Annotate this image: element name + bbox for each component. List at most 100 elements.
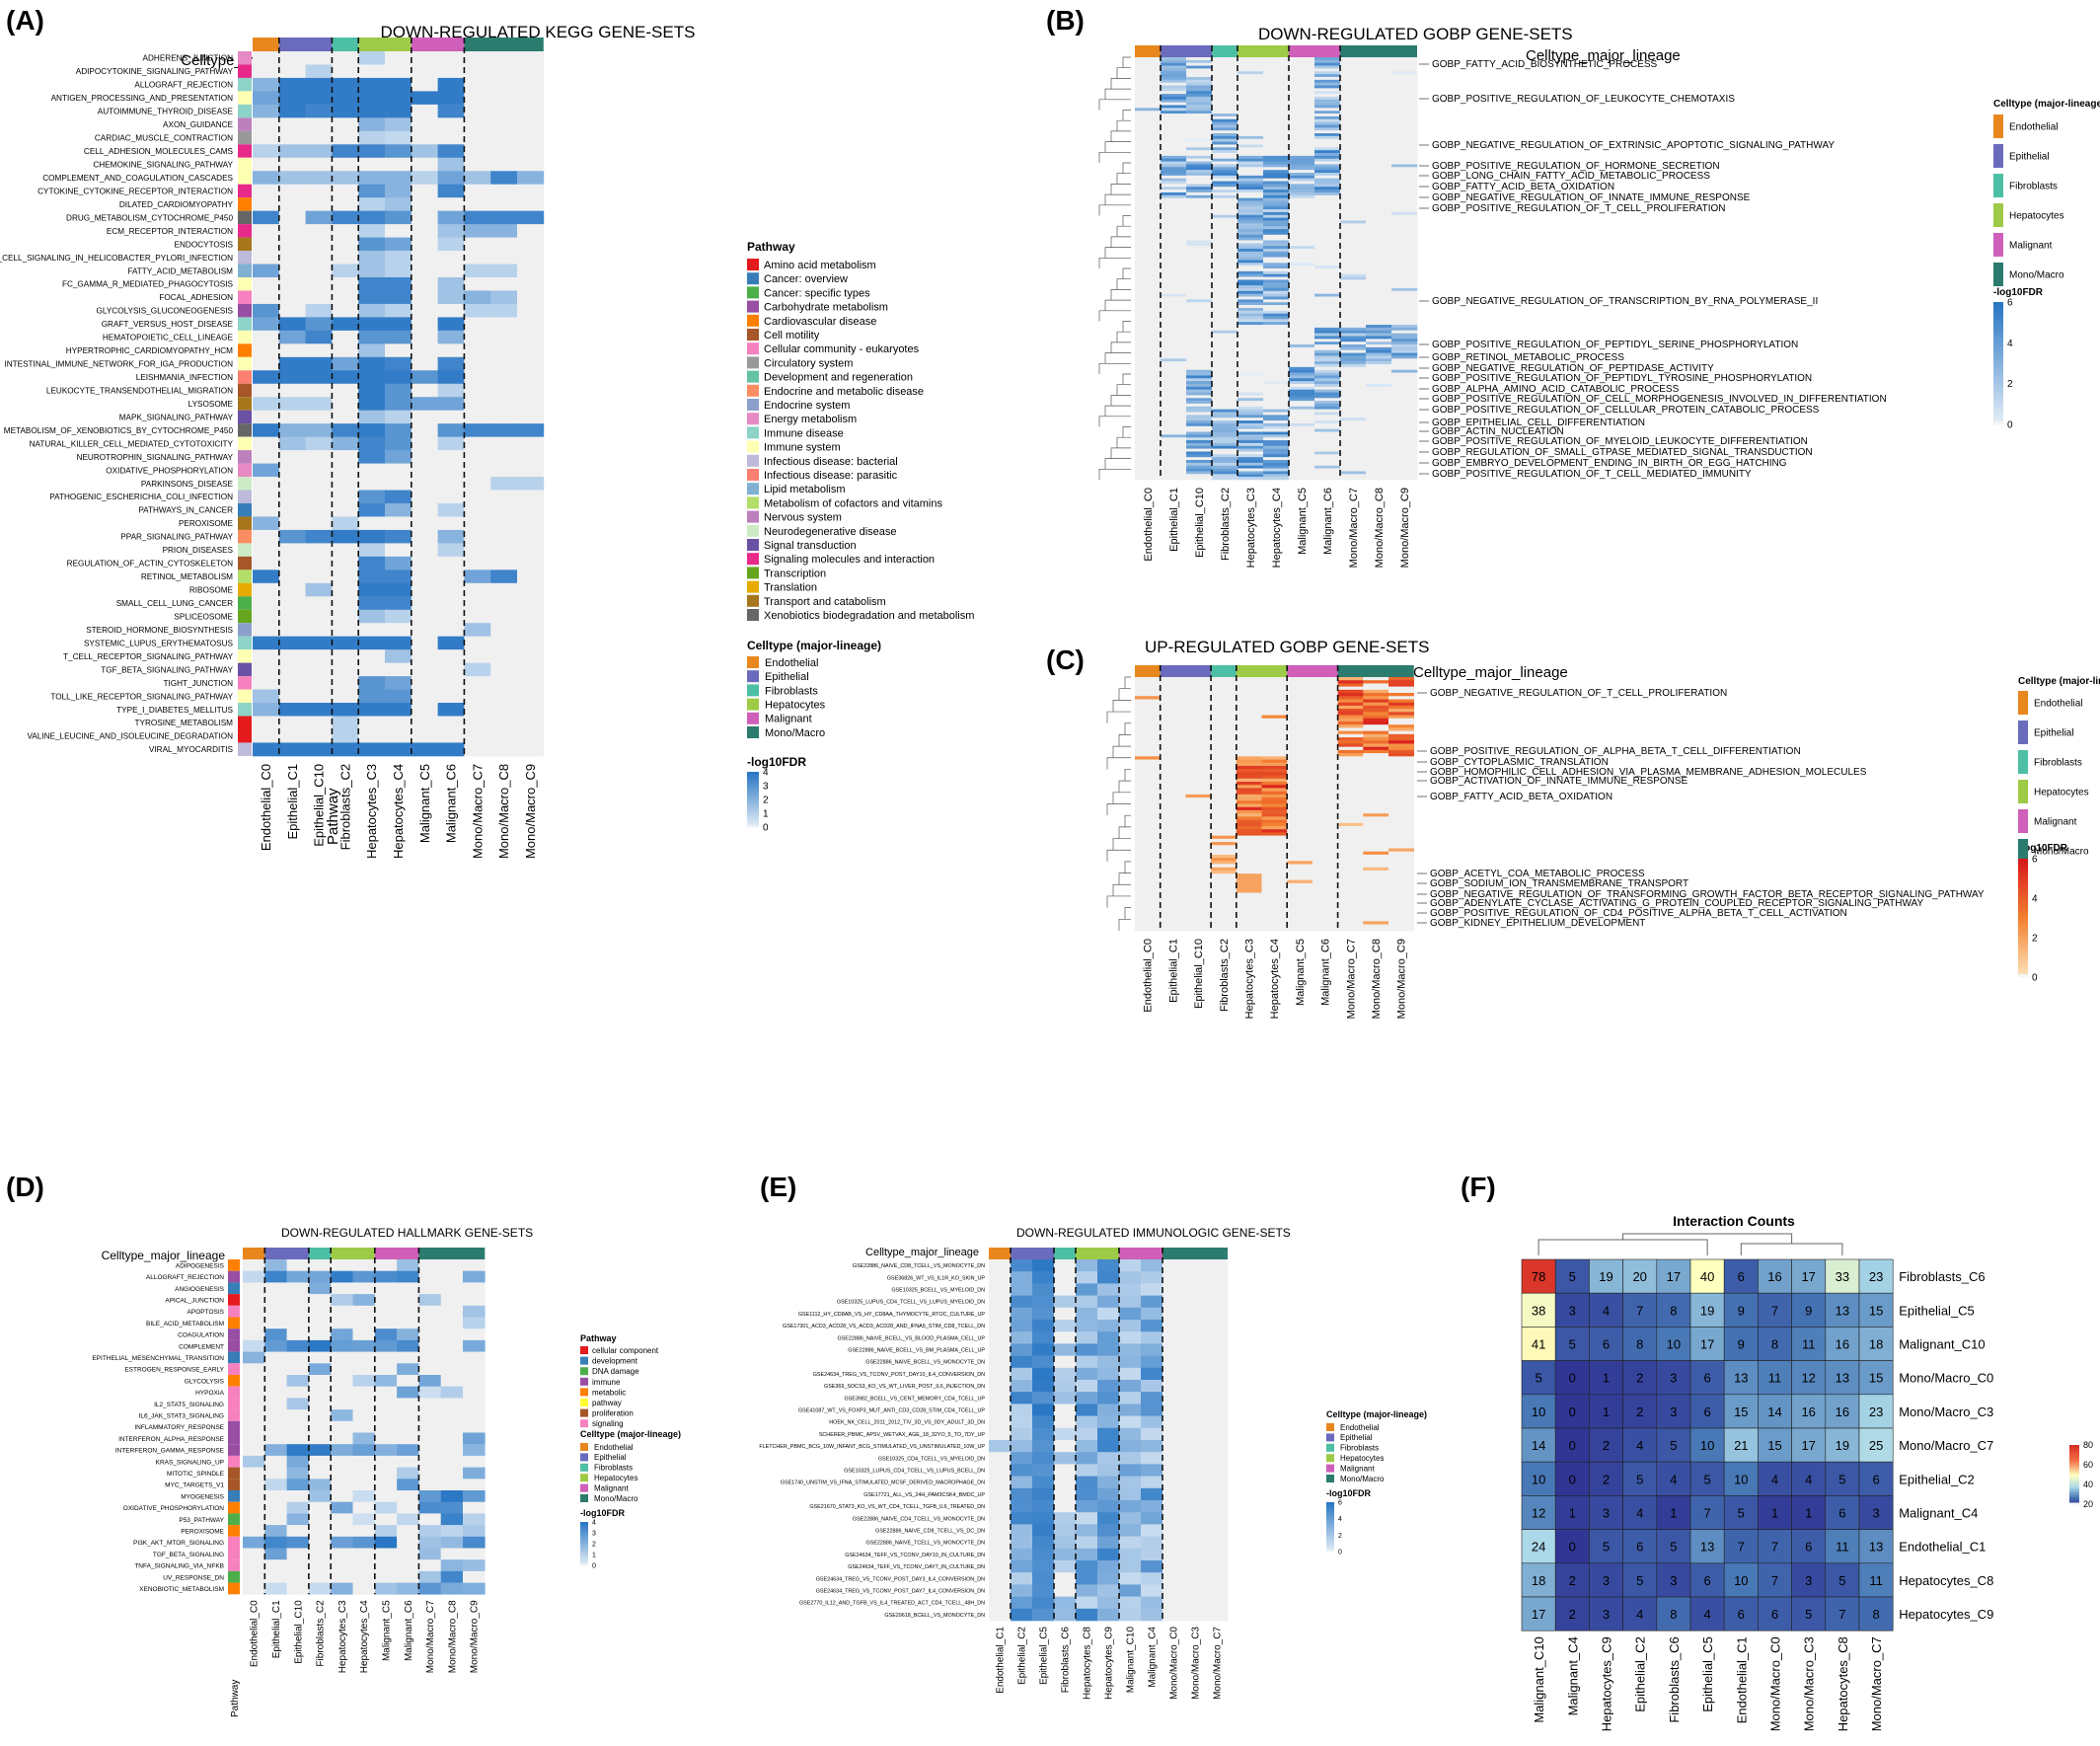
panel-c-heatmap-cell [1185,756,1212,760]
panel-b-heatmap-cell [1314,237,1341,241]
panel-b-heatmap-cell [1135,94,1162,98]
panel-b-heatmap-cell [1263,175,1290,179]
panel-a-celltype-legend-swatch [747,712,759,724]
panel-d-heatmap-cell [440,1467,464,1480]
panel-b-heatmap-cell [1391,437,1418,441]
panel-a-colorbar-step [747,800,759,803]
panel-b-heatmap-cell [1212,415,1238,418]
panel-c-heatmap-cell [1337,829,1364,833]
panel-d-heatmap-cell [463,1363,486,1376]
panel-a-pathway-cell [238,609,252,624]
panel-b-heatmap-cell [1263,322,1290,326]
panel-c-celltype-legend-swatch [2018,809,2028,833]
panel-f-cell-value: 2 [1603,1472,1610,1486]
panel-a-pathway-legend-swatch [747,469,759,481]
panel-c-heatmap-cell [1261,733,1288,738]
panel-e-heatmap-cell [1054,1427,1077,1441]
panel-b-colorbar-step [1993,397,2003,401]
panel-b-heatmap-cell [1366,389,1392,393]
panel-b-heatmap-cell [1238,418,1264,421]
panel-e-heatmap-cell [1054,1464,1077,1477]
panel-b-heatmap-cell [1340,88,1367,92]
panel-b-heatmap-cell [1289,158,1315,162]
panel-c-heatmap-cell [1363,721,1389,725]
panel-b-colorbar-step [1993,317,2003,322]
panel-b-heatmap-cell [1238,71,1264,75]
panel-b-heatmap-cell [1161,257,1187,261]
panel-b-col-label: Malignant_C6 [1322,488,1334,555]
panel-c-heatmap-cell [1135,892,1161,896]
panel-b-heatmap-cell [1314,273,1341,277]
panel-b-heatmap-cell [1289,91,1315,95]
panel-b-heatmap-cell [1263,409,1290,413]
panel-c-heatmap-cell [1363,854,1389,859]
panel-a-pathway-cell [238,290,252,304]
panel-e-heatmap-cell [1011,1572,1033,1585]
panel-b-heatmap-cell [1391,161,1418,165]
panel-e-heatmap-cell [1076,1283,1098,1296]
panel-b-heatmap-cell [1161,115,1187,120]
panel-c-heatmap-cell [1261,842,1288,846]
panel-c-heatmap-cell [1160,724,1186,728]
panel-c-heatmap-cell [1287,724,1313,728]
panel-a-heatmap-cell [517,716,545,730]
panel-a-heatmap-cell [358,330,386,344]
panel-b-heatmap-cell [1135,316,1162,320]
panel-b-heatmap-cell [1212,330,1238,334]
panel-c-heatmap-cell [1185,733,1212,738]
panel-b-dendrogram-branch [1116,384,1131,396]
panel-e-heatmap-cell [989,1380,1012,1393]
panel-b-heatmap-cell [1340,206,1367,210]
panel-c-heatmap-cell [1388,803,1414,808]
panel-f-cell [1858,1327,1894,1361]
panel-e-heatmap-cell [1076,1320,1098,1332]
panel-f-colorbar-tick: 20 [2083,1499,2093,1509]
panel-a-heatmap-cell [411,171,438,186]
panel-e-heatmap-cell [1011,1560,1033,1573]
panel-c-lineage-label: Celltype_major_lineage [1413,664,1568,681]
panel-c-heatmap-cell [1261,825,1288,830]
panel-b-heatmap-cell [1186,118,1213,122]
panel-e-heatmap-cell [1076,1464,1098,1477]
panel-c-heatmap-cell [1287,921,1313,925]
panel-e-heatmap-cell [1011,1271,1033,1284]
panel-b-heatmap-cell [1186,460,1213,464]
panel-b-heatmap-cell [1238,316,1264,320]
panel-f-cell [1622,1596,1658,1632]
panel-e-heatmap-cell [1011,1392,1033,1404]
panel-b-heatmap-cell [1314,155,1341,160]
panel-b-heatmap-cell [1391,299,1418,303]
panel-b-heatmap-cell [1366,167,1392,171]
panel-a-heatmap-cell [385,64,412,79]
panel-b-heatmap-cell [1391,167,1418,171]
panel-b-heatmap-cell [1238,150,1264,154]
panel-c-heatmap-cell [1312,709,1338,713]
panel-c-heatmap-cell [1160,809,1186,814]
panel-c-heatmap-cell [1261,895,1288,900]
panel-c-heatmap-cell [1211,794,1238,798]
panel-b-annotation: GOBP_POSITIVE_REGULATION_OF_CELL_MORPHOG… [1432,394,1887,405]
panel-a-colorbar-step [747,787,759,790]
panel-b-heatmap-cell [1212,234,1238,238]
panel-b-heatmap-cell [1366,164,1392,168]
panel-a-label: (A) [6,5,44,36]
panel-b-heatmap-cell [1161,457,1187,461]
panel-e-heatmap-cell [1076,1271,1098,1284]
panel-b-heatmap-cell [1186,361,1213,365]
panel-b-heatmap-cell [1161,211,1187,216]
panel-d-heatmap-cell [352,1467,376,1480]
panel-b-heatmap-cell [1289,181,1315,185]
panel-d-heatmap-cell [308,1420,332,1433]
panel-b-dendrogram-branch [1122,321,1131,333]
panel-b-heatmap-cell [1186,68,1213,72]
panel-c-heatmap-cell [1185,845,1212,849]
panel-b-heatmap-cell [1314,310,1341,314]
panel-b-heatmap-cell [1366,352,1392,356]
panel-b-heatmap-cell [1135,130,1162,134]
panel-b-heatmap-cell [1212,94,1238,98]
panel-c-heatmap-cell [1312,905,1338,909]
panel-a-pathway-cell [238,370,252,384]
panel-b-heatmap-cell [1263,282,1290,286]
panel-a-heatmap-cell [437,582,465,597]
panel-c-heatmap-cell [1160,759,1186,764]
